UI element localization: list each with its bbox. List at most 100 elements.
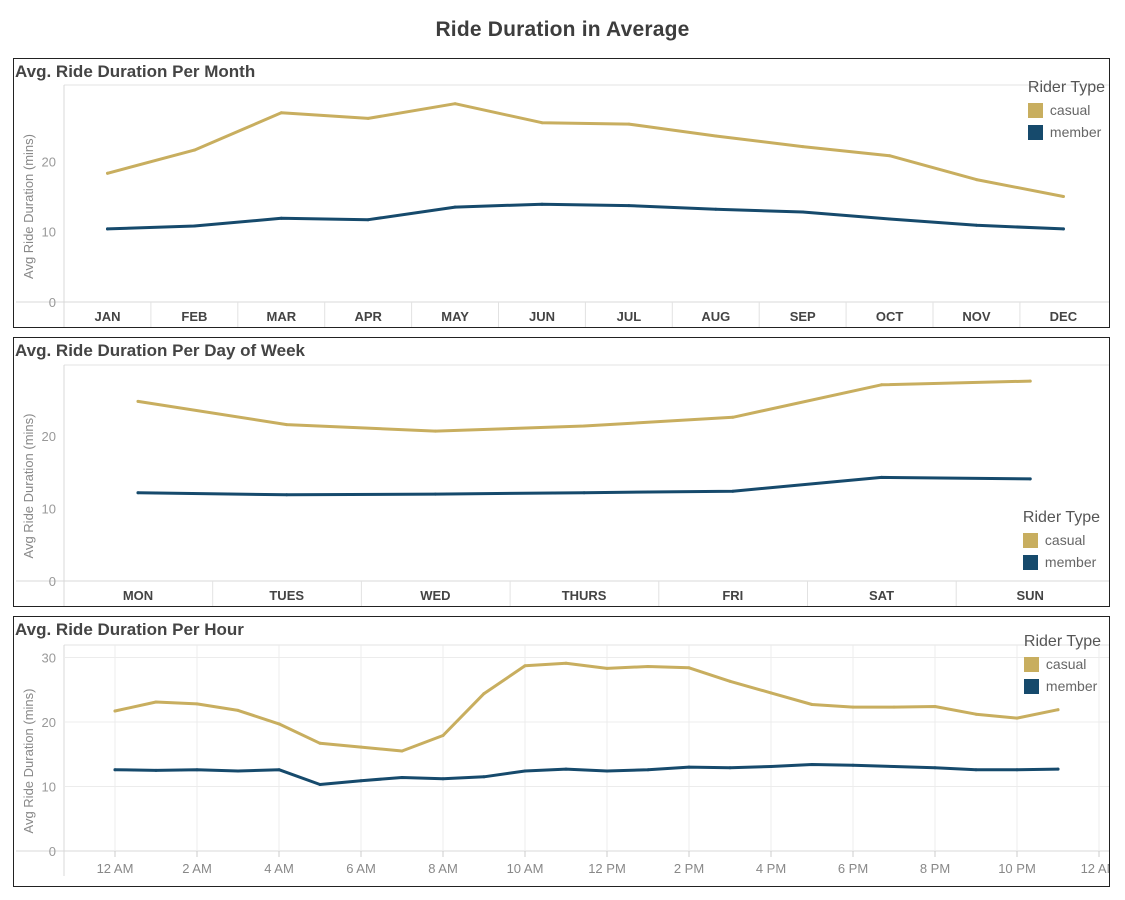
data-point-casual <box>1056 708 1060 712</box>
data-point-member <box>279 216 283 220</box>
x-tick-label: 2 AM <box>182 861 212 876</box>
data-point-member <box>801 210 805 214</box>
y-axis-title: Avg Ride Duration (mins) <box>21 689 36 834</box>
x-tick-label: NOV <box>962 309 991 324</box>
data-point-casual <box>523 664 527 668</box>
x-tick-label: MAR <box>266 309 296 324</box>
data-point-member <box>769 765 773 768</box>
y-tick-label: 10 <box>42 502 56 517</box>
data-point-member <box>851 763 855 767</box>
y-tick-label: 20 <box>42 715 56 730</box>
data-point-casual <box>564 661 568 665</box>
data-point-casual <box>441 734 445 737</box>
data-point-casual <box>880 383 883 387</box>
data-point-casual <box>714 134 718 138</box>
data-point-member <box>154 768 158 772</box>
data-point-casual <box>195 702 199 706</box>
legend-item-member[interactable]: member <box>1027 121 1105 143</box>
legend-item-casual[interactable]: casual <box>1027 99 1105 121</box>
data-point-casual <box>728 679 732 683</box>
casual-swatch <box>1027 102 1043 118</box>
data-point-casual <box>482 692 486 696</box>
x-tick-label: 10 AM <box>507 861 544 876</box>
data-point-member <box>731 489 735 493</box>
x-tick-label: 4 PM <box>756 861 786 876</box>
data-point-member <box>1056 767 1060 771</box>
hour-chart-panel: Avg. Ride Duration Per Hour 0 10 20 30 12 AM… <box>13 616 1110 887</box>
x-tick-label: MON <box>123 588 153 603</box>
casual-swatch <box>1022 532 1038 548</box>
legend-item-casual[interactable]: casual <box>1022 529 1100 551</box>
data-point-member <box>236 769 240 773</box>
data-point-casual <box>810 703 814 706</box>
x-tick-label: SUN <box>1016 588 1043 603</box>
y-axis-title: Avg Ride Duration (mins) <box>21 134 36 279</box>
data-point-casual <box>769 691 773 695</box>
y-tick-label: 10 <box>42 779 56 794</box>
data-point-member <box>285 493 289 497</box>
data-point-casual <box>605 666 609 670</box>
data-point-casual <box>113 709 117 713</box>
hour-chart-svg: 0 10 20 30 12 AM 2 AM 4 AM 6 AM 8 AM 10 AM 12 PM 2 … <box>16 644 1109 876</box>
data-point-member <box>366 218 370 222</box>
legend-label-casual: casual <box>1045 656 1087 672</box>
data-point-member <box>892 765 896 768</box>
data-point-casual <box>453 102 457 106</box>
x-tick-label: FEB <box>181 309 207 324</box>
data-point-member <box>627 204 631 208</box>
legend-label-member: member <box>1045 678 1098 694</box>
data-point-casual <box>433 429 437 433</box>
series-line-casual <box>136 379 1032 433</box>
data-point-member <box>728 766 732 770</box>
month-chart-svg: 0 10 20 JAN FEB MAR APR MAY JUN JUL AUG SEP OCT NOV DE… <box>16 84 1109 327</box>
data-point-casual <box>279 111 283 115</box>
month-chart-title: Avg. Ride Duration Per Month <box>15 62 256 81</box>
x-tick-label: JUL <box>617 309 642 324</box>
x-tick-label: APR <box>354 309 382 324</box>
data-point-member <box>136 491 140 495</box>
data-point-member <box>106 227 109 231</box>
y-tick-label: 0 <box>49 844 56 859</box>
data-point-member <box>523 769 527 773</box>
data-point-member <box>400 776 404 779</box>
data-point-casual <box>1015 716 1019 720</box>
legend-item-member[interactable]: member <box>1022 551 1100 573</box>
data-point-member <box>933 766 937 770</box>
legend-label-member: member <box>1044 554 1097 570</box>
series-line-member <box>106 202 1065 231</box>
x-tick-label: MAY <box>441 309 469 324</box>
x-tick-label: FRI <box>722 588 743 603</box>
legend-item-member[interactable]: member <box>1023 675 1101 697</box>
x-tick-label: 8 AM <box>428 861 458 876</box>
data-point-casual <box>192 148 196 152</box>
y-tick-label: 20 <box>42 429 56 444</box>
data-point-member <box>1015 768 1019 772</box>
y-tick-label: 0 <box>49 295 56 310</box>
data-point-member <box>888 217 892 221</box>
y-tick-label: 0 <box>49 574 56 589</box>
data-point-member <box>359 779 363 783</box>
x-tick-label: WED <box>420 588 450 603</box>
series-line-casual <box>113 661 1060 753</box>
data-point-casual <box>892 705 896 709</box>
x-tick-label: OCT <box>876 309 904 324</box>
x-tick-label: 12 PM <box>588 861 626 876</box>
data-point-member <box>810 763 814 766</box>
x-tick-label: 4 AM <box>264 861 294 876</box>
legend-item-casual[interactable]: casual <box>1023 653 1101 675</box>
data-point-casual <box>366 116 370 120</box>
day-chart-svg: 0 10 20 MON TUES WED THURS FRI SAT SUN Avg Ride Du… <box>16 364 1109 606</box>
legend-label-casual: casual <box>1044 532 1086 548</box>
data-point-casual <box>646 665 650 668</box>
y-tick-label: 10 <box>42 225 56 240</box>
data-point-casual <box>888 154 892 158</box>
data-point-casual <box>975 178 978 182</box>
casual-swatch <box>1023 656 1039 672</box>
legend-title: Rider Type <box>1022 509 1100 526</box>
legend-title: Rider Type <box>1023 633 1101 650</box>
data-point-member <box>687 765 691 769</box>
day-chart-title: Avg. Ride Duration Per Day of Week <box>15 341 306 360</box>
data-point-member <box>113 768 117 772</box>
x-tick-label: 8 PM <box>920 861 950 876</box>
member-swatch <box>1023 678 1039 694</box>
